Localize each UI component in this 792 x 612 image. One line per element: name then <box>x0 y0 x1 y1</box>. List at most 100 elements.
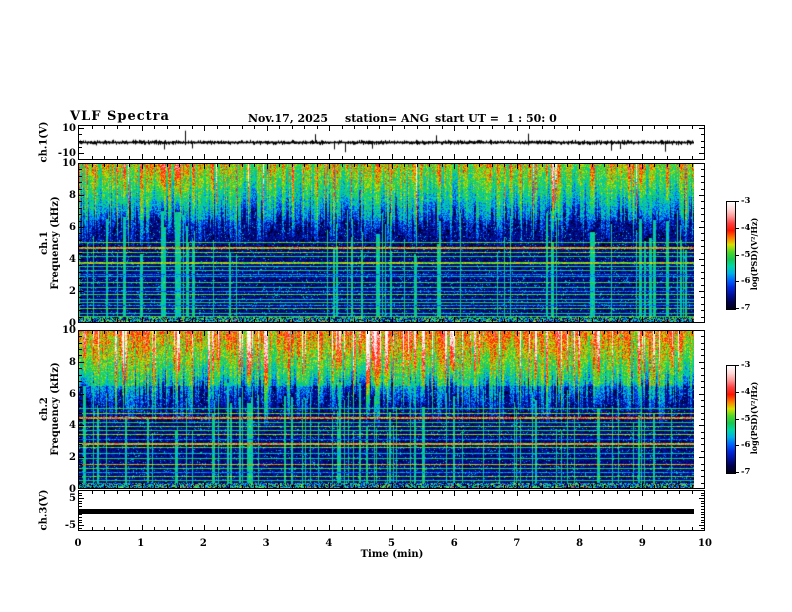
tick-mark <box>701 419 704 420</box>
tick-mark <box>699 259 704 260</box>
ch3-voltage-panel <box>78 490 705 531</box>
tick-mark <box>79 432 82 433</box>
tick-mark <box>129 156 130 159</box>
tick-mark <box>79 317 82 318</box>
tick-mark <box>154 156 155 159</box>
tick-mark <box>154 319 155 322</box>
tick-mark <box>267 164 268 169</box>
tick-mark <box>317 527 318 530</box>
tick-mark <box>701 201 704 202</box>
tick-mark <box>701 451 704 452</box>
tick-mark <box>617 491 618 494</box>
tick-mark <box>504 156 505 159</box>
tick-mark <box>254 485 255 488</box>
tick-mark <box>701 176 704 177</box>
tick-mark <box>679 156 680 159</box>
tick-mark <box>567 527 568 530</box>
tick-mark <box>79 520 82 521</box>
tick-mark <box>217 331 218 334</box>
tick-mark <box>117 485 118 488</box>
tick-mark <box>192 491 193 494</box>
tick-mark <box>79 375 82 376</box>
colorbar-tick-label: -6 <box>741 440 751 451</box>
tick-mark <box>317 164 318 167</box>
tick-mark <box>392 525 393 530</box>
tick-mark <box>217 527 218 530</box>
tick-mark <box>517 525 518 530</box>
tick-mark <box>735 308 739 309</box>
tick-mark <box>735 392 739 393</box>
tick-mark <box>701 304 704 305</box>
tick-mark <box>604 331 605 334</box>
tick-mark <box>79 509 82 510</box>
tick-mark <box>417 331 418 334</box>
tick-mark <box>554 126 555 129</box>
tick-mark <box>267 317 268 322</box>
y-tick-label: -5 <box>64 520 76 531</box>
tick-mark <box>735 365 739 366</box>
tick-mark <box>454 164 455 169</box>
tick-mark <box>404 527 405 530</box>
tick-mark <box>192 485 193 488</box>
tick-mark <box>142 483 143 488</box>
tick-mark <box>317 156 318 159</box>
tick-mark <box>517 317 518 322</box>
tick-mark <box>479 126 480 129</box>
tick-mark <box>404 491 405 494</box>
tick-mark <box>117 331 118 334</box>
tick-mark <box>329 164 330 169</box>
colorbar-tick-label: -6 <box>741 276 751 287</box>
tick-mark <box>467 156 468 159</box>
tick-mark <box>701 240 704 241</box>
tick-mark <box>79 498 84 499</box>
tick-mark <box>117 126 118 129</box>
tick-mark <box>92 527 93 530</box>
tick-mark <box>292 126 293 129</box>
tick-mark <box>79 208 82 209</box>
tick-mark <box>479 527 480 530</box>
tick-mark <box>179 164 180 167</box>
colorbar-tick-label: -4 <box>741 386 751 397</box>
tick-mark <box>479 319 480 322</box>
tick-mark <box>354 156 355 159</box>
tick-mark <box>701 355 704 356</box>
tick-mark <box>667 331 668 334</box>
tick-mark <box>254 491 255 494</box>
tick-mark <box>701 147 704 148</box>
tick-mark <box>701 400 704 401</box>
tick-mark <box>604 164 605 167</box>
tick-mark <box>279 491 280 494</box>
tick-mark <box>429 527 430 530</box>
tick-mark <box>442 485 443 488</box>
tick-mark <box>699 525 704 526</box>
tick-mark <box>692 164 693 167</box>
tick-mark <box>292 485 293 488</box>
tick-mark <box>417 164 418 167</box>
tick-mark <box>192 331 193 334</box>
tick-mark <box>517 483 518 488</box>
tick-mark <box>242 164 243 167</box>
tick-mark <box>692 126 693 129</box>
tick-mark <box>701 253 704 254</box>
tick-mark <box>104 164 105 167</box>
tick-mark <box>117 319 118 322</box>
tick-mark <box>517 154 518 159</box>
tick-mark <box>592 491 593 494</box>
tick-mark <box>679 319 680 322</box>
tick-mark <box>642 164 643 169</box>
tick-mark <box>129 164 130 167</box>
tick-mark <box>735 445 739 446</box>
tick-mark <box>292 319 293 322</box>
tick-mark <box>429 156 430 159</box>
tick-mark <box>642 331 643 336</box>
ch1-voltage-panel <box>78 125 705 160</box>
tick-mark <box>701 470 704 471</box>
tick-mark <box>79 438 82 439</box>
tick-mark <box>629 527 630 530</box>
tick-mark <box>492 331 493 334</box>
tick-mark <box>179 156 180 159</box>
tick-mark <box>554 491 555 494</box>
tick-mark <box>104 485 105 488</box>
tick-mark <box>504 491 505 494</box>
tick-mark <box>79 291 84 292</box>
